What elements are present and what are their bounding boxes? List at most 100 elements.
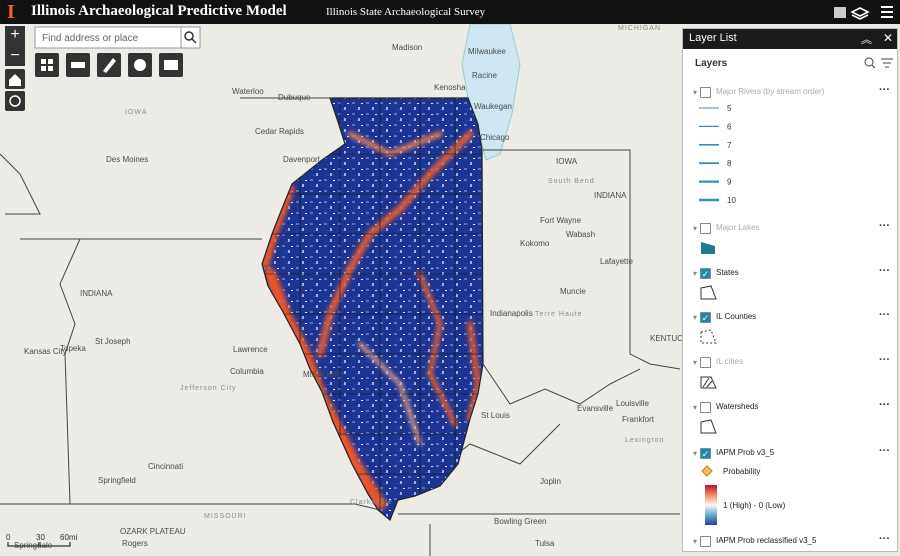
region-label: Lexington: [625, 437, 664, 444]
layers-icon[interactable]: [850, 7, 870, 20]
layer-options[interactable]: ···: [879, 533, 890, 545]
city-label: Milwaukee: [468, 47, 506, 56]
region-label: South Bend: [548, 178, 595, 185]
city-label: Wabash: [566, 230, 595, 239]
locate-button[interactable]: [5, 91, 25, 111]
layer-checkbox[interactable]: ✓: [700, 312, 711, 323]
city-label: Madison: [392, 43, 422, 52]
city-label: INDIANA: [594, 191, 627, 200]
layer-name[interactable]: IL cities: [716, 357, 743, 366]
city-label: Cincinnati: [148, 462, 183, 471]
city-label: Lafayette: [600, 257, 633, 266]
layer-options[interactable]: ···: [879, 84, 890, 96]
legend-label: 5: [727, 104, 732, 113]
zoom-control[interactable]: [5, 26, 25, 66]
scale-label: 30: [36, 533, 45, 542]
city-label: Racine: [472, 71, 497, 80]
layer-name[interactable]: Watersheds: [716, 402, 759, 411]
layer-name[interactable]: Major Lakes: [716, 223, 760, 232]
logo: I: [7, 1, 15, 23]
city-label: Tulsa: [535, 539, 555, 548]
app-title: Illinois Archaeological Predictive Model: [31, 3, 287, 19]
scale-bar: [7, 542, 71, 547]
panel-header: Layer List ︽ ✕: [683, 29, 897, 49]
city-label: Joplin: [540, 477, 561, 486]
region-label: MICHIGAN: [618, 25, 661, 32]
city-label: Bowling Green: [494, 517, 546, 526]
layers-heading: Layers: [695, 58, 728, 69]
layer-options[interactable]: ···: [879, 220, 890, 232]
city-label: Lawrence: [233, 345, 268, 354]
city-label: Topeka: [60, 344, 86, 353]
color-ramp: [705, 485, 717, 525]
header: I Illinois Archaeological Predictive Mod…: [0, 0, 900, 24]
layer-name[interactable]: IAPM Prob v3_5: [716, 448, 775, 457]
city-label: Dubuque: [278, 93, 311, 102]
region-label: Clarksville: [350, 499, 393, 506]
layer-options[interactable]: ···: [879, 399, 890, 411]
city-label: Waukegan: [474, 102, 512, 111]
list-icon[interactable]: [881, 6, 893, 18]
layer-checkbox[interactable]: [700, 223, 711, 234]
city-label: Kokomo: [520, 239, 550, 248]
map[interactable]: MICHIGAN Madison Milwaukee Racine Kenosha Wau…: [0, 24, 682, 556]
header-icons[interactable]: [828, 2, 900, 22]
expand-toggle[interactable]: ▾: [693, 88, 698, 97]
layer-checkbox[interactable]: [700, 536, 711, 547]
expand-toggle[interactable]: ▾: [693, 403, 698, 412]
close-button[interactable]: ✕: [883, 31, 894, 45]
collapse-button[interactable]: ︽: [861, 34, 872, 46]
panel-tools[interactable]: [863, 56, 897, 70]
legend-symbol: [700, 329, 717, 344]
legend-symbol: Probability 1 (High) - 0 (Low): [701, 465, 786, 525]
legend-symbol: 5 6 7 8 9 10: [699, 104, 736, 205]
expand-toggle[interactable]: ▾: [693, 313, 698, 322]
layer-name[interactable]: IAPM Prob reclassified v3_5: [716, 536, 817, 545]
legend-label: 1 (High) - 0 (Low): [723, 501, 786, 510]
map-tools[interactable]: + − Find address or place: [5, 26, 201, 111]
city-label: St Louis: [481, 411, 510, 420]
layer-checkbox[interactable]: ✓: [700, 268, 711, 279]
region-label: Terre Haute: [535, 311, 583, 318]
panel-title: Layer List: [689, 32, 737, 44]
layer-options[interactable]: ···: [879, 309, 890, 321]
layer-name[interactable]: Major Rivers (by stream order): [716, 87, 825, 96]
region-label: MISSOURI: [204, 513, 247, 520]
city-label: Nashville: [0, 24, 33, 26]
legend-label: 8: [727, 159, 732, 168]
layer-checkbox[interactable]: [700, 87, 711, 98]
legend-symbol: [700, 419, 717, 434]
polygon-symbol: [700, 285, 717, 300]
layer-options[interactable]: ···: [879, 354, 890, 366]
region-label: IOWA: [125, 109, 147, 116]
expand-toggle[interactable]: ▾: [693, 224, 698, 233]
city-label: Davenport: [283, 155, 321, 164]
layer-name[interactable]: States: [716, 268, 739, 277]
city-label: MISSOURI: [303, 370, 343, 379]
layer-checkbox[interactable]: ✓: [700, 448, 711, 459]
lake-michigan: [461, 24, 521, 161]
legend-label: 6: [727, 122, 732, 131]
layer-name[interactable]: IL Counties: [716, 312, 757, 321]
layer-checkbox[interactable]: [700, 402, 711, 413]
layer-checkbox[interactable]: [700, 357, 711, 368]
zoom-out[interactable]: −: [10, 47, 19, 64]
city-label: Columbia: [230, 367, 264, 376]
city-label: Evansville: [577, 404, 614, 413]
layer-options[interactable]: ···: [879, 265, 890, 277]
basemap-icon[interactable]: [834, 7, 846, 18]
expand-toggle[interactable]: ▾: [693, 358, 698, 367]
city-label: INDIANA: [80, 289, 113, 298]
city-label: Indianapolis: [490, 309, 533, 318]
expand-toggle[interactable]: ▾: [693, 537, 698, 546]
search-button[interactable]: [180, 26, 201, 49]
widget-button[interactable]: [35, 53, 59, 77]
legend-symbol: [701, 242, 715, 254]
layer-options[interactable]: ···: [879, 445, 890, 457]
zoom-in[interactable]: +: [10, 26, 19, 43]
expand-toggle[interactable]: ▾: [693, 449, 698, 458]
expand-toggle[interactable]: ▾: [693, 269, 698, 278]
legend-label: Probability: [723, 467, 760, 476]
